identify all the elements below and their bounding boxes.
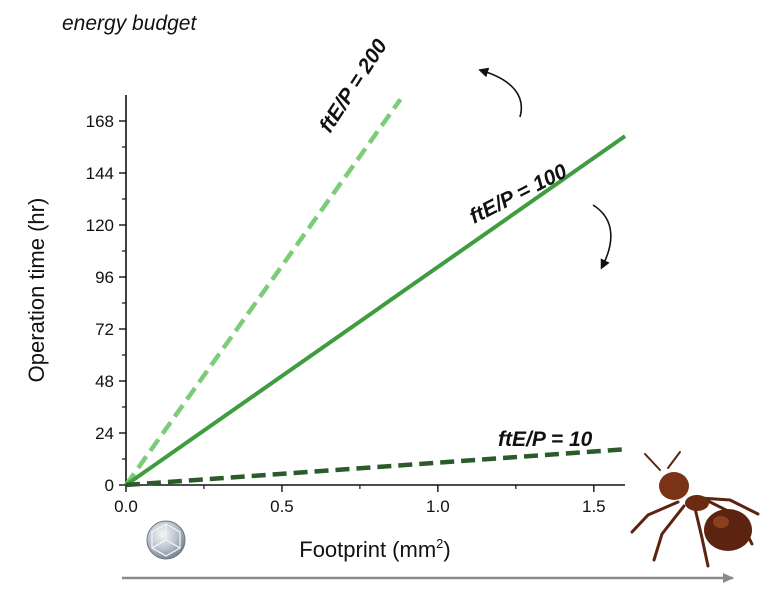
y-axis-title: Operation time (hr)	[24, 198, 49, 383]
y-ticks: 0 24 48 72 96 120 144 168	[86, 112, 126, 495]
axes	[125, 95, 625, 486]
x-tick-label: 1.5	[582, 497, 606, 516]
y-tick-label: 120	[86, 216, 114, 235]
x-tick-label: 1.0	[426, 497, 450, 516]
series-label-10: ftE/P = 10	[498, 428, 593, 451]
series-line	[124, 134, 627, 487]
x-tick-label: 0.0	[114, 497, 138, 516]
y-tick-label: 48	[95, 372, 114, 391]
curved-arrow-up-icon	[478, 67, 523, 118]
series-label-200: ftE/P = 200	[315, 35, 392, 137]
series-layer	[124, 98, 627, 488]
x-ticks: 0.0 0.5 1.0 1.5	[114, 485, 606, 516]
series-line	[124, 98, 403, 487]
x-axis-title-main: Footprint (mm	[299, 537, 436, 562]
x-axis-title: Footprint (mm2)	[299, 536, 450, 562]
y-tick-label: 24	[95, 424, 114, 443]
curved-arrow-down-icon	[592, 204, 612, 270]
y-tick-label: 96	[95, 268, 114, 287]
y-tick-label: 72	[95, 320, 114, 339]
chart-title: energy budget	[62, 12, 197, 35]
x-axis-title-sup: 2	[436, 536, 443, 551]
microchip-icon	[146, 520, 186, 560]
series-line	[125, 447, 626, 488]
y-tick-label: 168	[86, 112, 114, 131]
x-axis-title-close: )	[443, 537, 450, 562]
series-label-100: ftE/P = 100	[466, 160, 571, 229]
y-tick-label: 0	[105, 476, 114, 495]
x-tick-label: 0.5	[270, 497, 294, 516]
ant-icon	[630, 451, 760, 568]
y-tick-label: 144	[86, 164, 114, 183]
